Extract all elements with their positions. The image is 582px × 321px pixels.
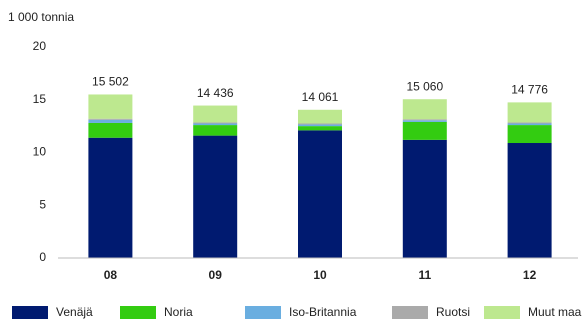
bar-segment [402,99,447,120]
legend-swatch [245,306,281,319]
x-tick-label: 12 [523,268,537,282]
bar-segment [88,137,133,258]
y-tick-label: 15 [33,92,47,106]
bar-segment [193,125,238,136]
legend-swatch [392,306,428,319]
bar-segment [507,122,552,124]
y-tick-label: 20 [33,39,47,53]
bar-segment [507,125,552,144]
bar-segment [402,121,447,140]
total-label: 14 061 [302,90,339,104]
bar-segment [193,105,238,123]
legend-swatch [12,306,48,319]
bar-segment [88,122,133,138]
total-label: 15 502 [92,75,129,89]
y-tick-label: 0 [39,250,46,264]
bar-segment [298,123,342,125]
x-tick-label: 10 [313,268,327,282]
total-label: 15 060 [406,79,443,93]
legend-swatch [484,306,520,319]
bar-segment [402,120,447,122]
legend-label: Ruotsi [436,305,470,319]
y-tick-label: 10 [33,145,47,159]
legend-label: Noria [164,305,193,319]
bar-segment [402,139,447,258]
bar-segment [193,122,238,124]
bar-segment [298,130,342,258]
x-tick-label: 08 [104,268,118,282]
x-tick-label: 11 [418,268,431,282]
bar-segment [298,109,342,124]
bar-segment [193,123,238,126]
legend-swatch [120,306,156,319]
bar-segment [193,135,238,258]
legend-label: Venäjä [56,305,93,319]
bar-segment [88,118,133,120]
x-tick-label: 09 [209,268,223,282]
y-tick-label: 5 [39,197,46,211]
legend-label: Muut maa [528,305,582,319]
total-label: 14 776 [511,82,548,96]
bar-segment [88,119,133,123]
y-axis-label: 1 000 tonnia [8,10,74,24]
bar-segment [507,143,552,258]
total-label: 14 436 [197,86,234,100]
bar-segment [298,126,342,131]
bar-segment [88,94,133,119]
bar-segment [507,102,552,123]
bar-segment [402,119,447,121]
legend-label: Iso-Britannia [289,305,357,319]
bar-segment [298,124,342,127]
bar-segment [507,123,552,126]
